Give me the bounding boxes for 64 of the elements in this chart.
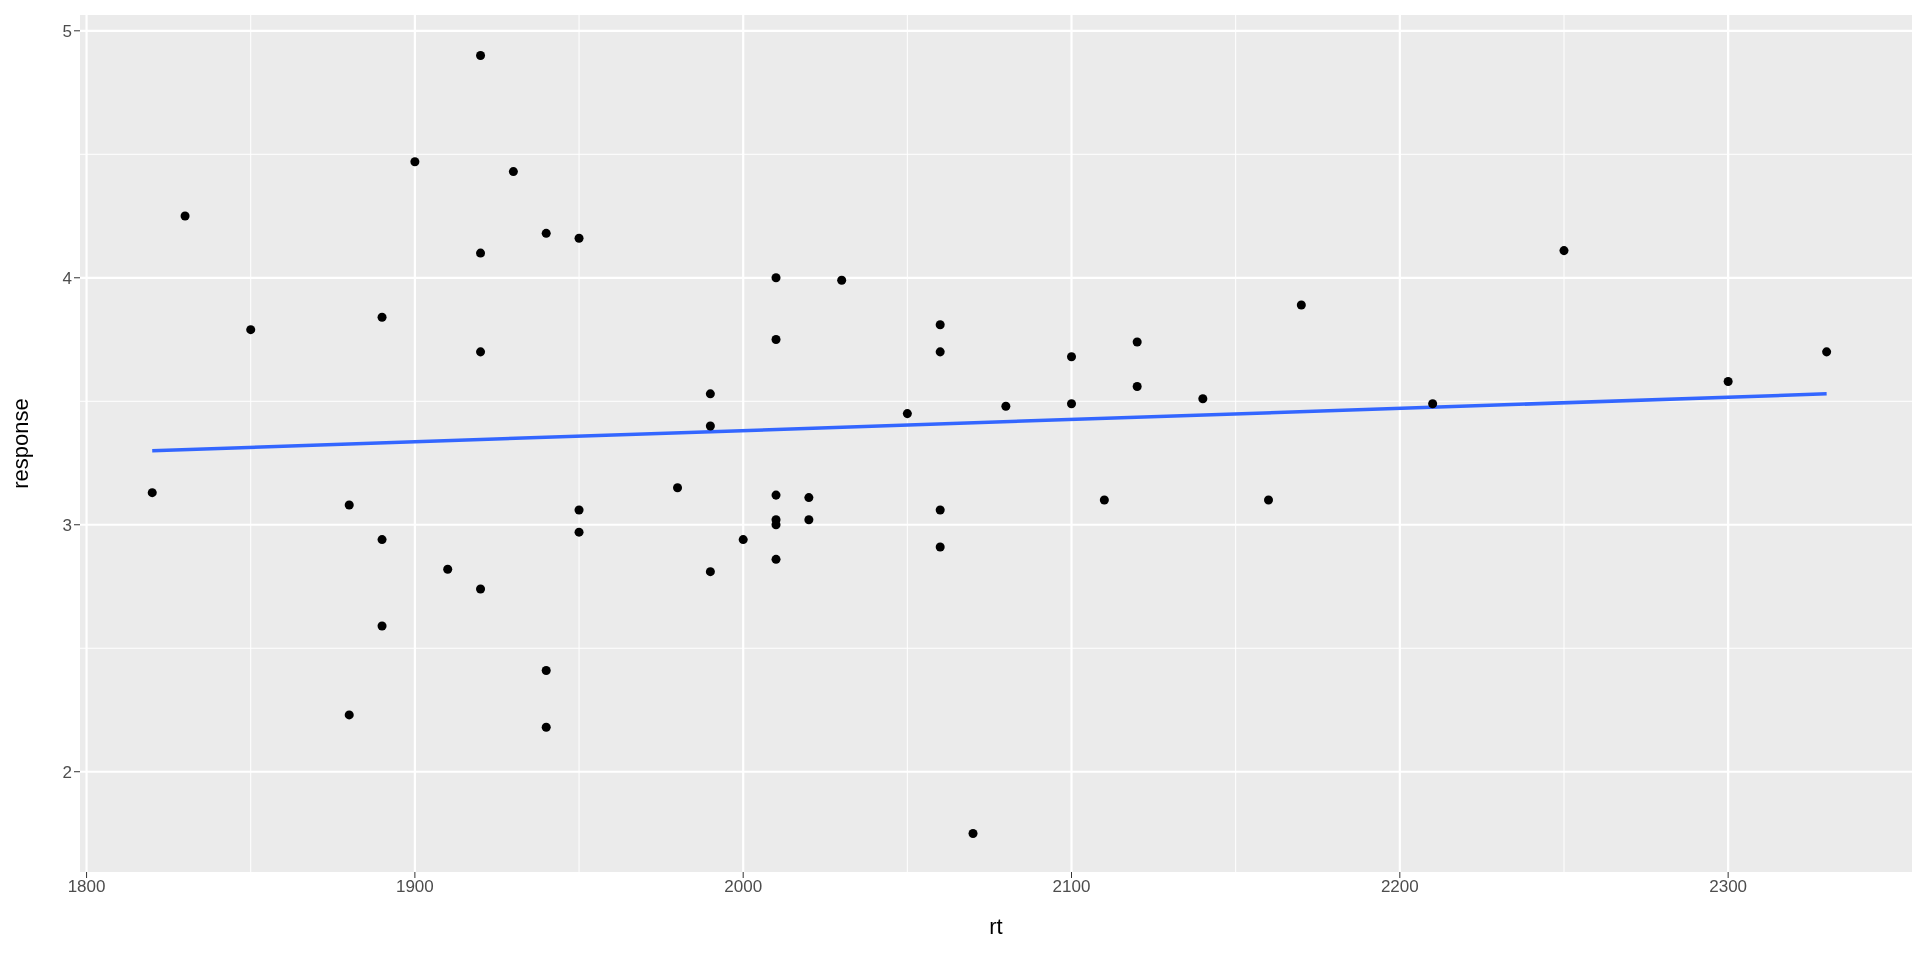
point [673, 483, 683, 493]
point [574, 233, 584, 243]
point [1132, 381, 1142, 391]
point [935, 505, 945, 515]
point [771, 273, 781, 283]
point [1428, 399, 1438, 409]
point [508, 167, 518, 177]
point [476, 51, 486, 61]
point [1001, 401, 1011, 411]
point [804, 515, 814, 525]
point [574, 505, 584, 515]
point [410, 157, 420, 167]
point [377, 535, 387, 545]
x-tick-label: 1900 [395, 877, 434, 897]
point [1723, 377, 1733, 387]
point [180, 211, 190, 221]
point [705, 421, 715, 431]
point [1822, 347, 1832, 357]
point [1067, 399, 1077, 409]
y-tick-label: 3 [62, 515, 72, 535]
point [476, 248, 486, 258]
x-tick-label: 2300 [1709, 877, 1748, 897]
point [476, 347, 486, 357]
x-tick-label: 1800 [67, 877, 106, 897]
point [574, 527, 584, 537]
point [246, 325, 256, 335]
point [705, 567, 715, 577]
point [541, 722, 551, 732]
point [804, 493, 814, 503]
point [837, 275, 847, 285]
point [935, 347, 945, 357]
point [1296, 300, 1306, 310]
y-axis-title: response [7, 398, 33, 489]
point [771, 335, 781, 345]
point [476, 584, 486, 594]
point [738, 535, 748, 545]
point [344, 710, 354, 720]
point [935, 542, 945, 552]
y-tick-label: 5 [62, 21, 72, 41]
point [968, 828, 978, 838]
point [541, 665, 551, 675]
point [1559, 246, 1569, 256]
x-tick-label: 2100 [1052, 877, 1091, 897]
point [705, 389, 715, 399]
point [377, 312, 387, 322]
point [1263, 495, 1274, 505]
point [147, 488, 157, 498]
y-tick-label: 2 [62, 762, 72, 782]
point [377, 621, 387, 631]
point [443, 564, 453, 574]
x-tick-label: 2000 [724, 877, 763, 897]
point [1132, 337, 1142, 347]
point [902, 409, 912, 419]
point [1099, 495, 1109, 505]
x-tick-label: 2200 [1380, 877, 1419, 897]
point [344, 500, 354, 510]
y-tick-label: 4 [62, 268, 72, 288]
point [1198, 394, 1208, 404]
point [935, 320, 945, 330]
point [1067, 352, 1077, 362]
point [771, 490, 781, 500]
point [771, 554, 781, 564]
point [541, 228, 551, 238]
x-axis-title: rt [989, 914, 1003, 939]
